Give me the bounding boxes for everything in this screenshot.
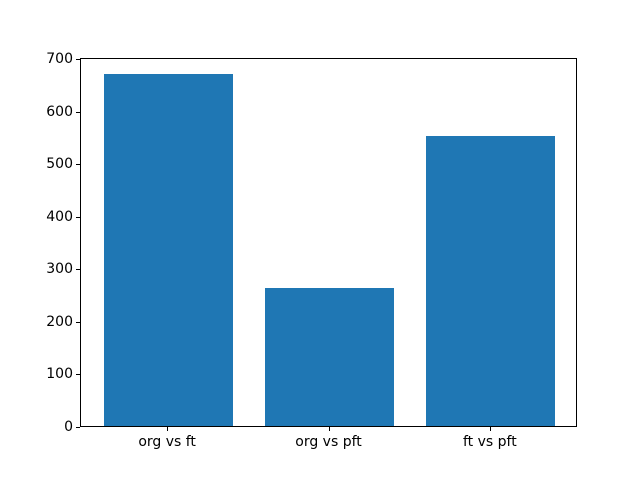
x-tick-mark [489,427,491,431]
y-tick-label: 200 [46,313,73,330]
bar-org-vs-pft [264,287,395,426]
y-tick-mark [76,427,80,428]
y-tick-label: 600 [46,103,73,120]
y-tick-mark [76,321,80,323]
bar-ft-vs-pft [426,136,556,426]
bar-org-vs-ft [103,73,233,426]
x-tick-mark [167,427,169,431]
y-tick-label: 400 [46,208,73,225]
y-tick-label: 0 [64,419,73,435]
y-tick-mark [76,111,80,113]
y-tick-label: 100 [46,366,73,383]
y-tick-label: 300 [46,261,73,278]
y-tick-mark [76,374,80,376]
x-tick-label: org vs pft [295,434,362,450]
y-tick-label: 700 [46,51,73,68]
y-tick-mark [76,59,80,61]
y-tick-mark [76,164,80,166]
y-tick-mark [76,269,80,271]
x-tick-mark [328,427,330,431]
x-tick-label: ft vs pft [463,434,517,450]
y-tick-label: 500 [46,156,73,173]
x-tick-label: org vs ft [138,434,196,450]
plot-area [80,58,577,427]
y-tick-mark [76,216,80,218]
